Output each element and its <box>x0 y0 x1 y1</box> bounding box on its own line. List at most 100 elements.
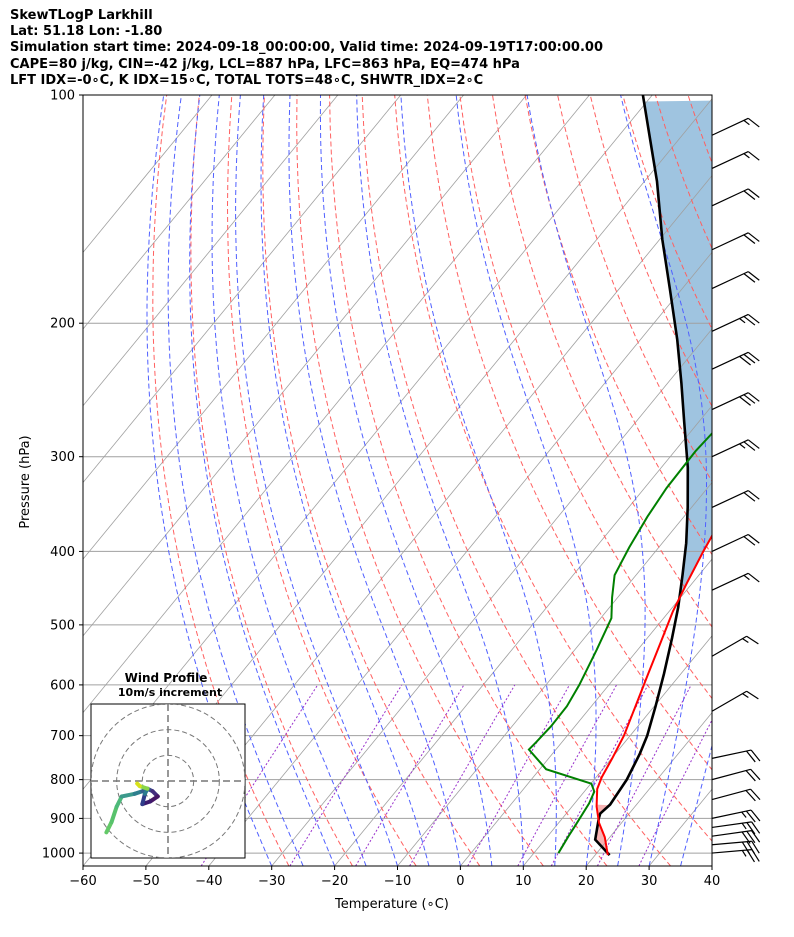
wind-barb-half-flag <box>741 850 747 857</box>
wind-barb <box>711 749 761 763</box>
y-tick-label: 700 <box>50 729 75 744</box>
simulation-time: Simulation start time: 2024-09-18_00:00:… <box>10 40 603 56</box>
dry-adiabat-line <box>361 95 671 866</box>
isotherm-line <box>83 95 464 560</box>
wind-barb-flag <box>747 572 760 583</box>
background-lines <box>83 95 794 866</box>
wind-barb-staff <box>711 151 749 170</box>
moist-adiabat-line <box>711 864 712 866</box>
x-tick-label: 20 <box>578 874 595 889</box>
chart-header: SkewTLogP Larkhill Lat: 51.18 Lon: -1.80… <box>10 8 603 89</box>
wind-barb <box>711 392 760 411</box>
wind-barb-staff <box>711 439 749 458</box>
mixing-ratio-line <box>355 684 465 866</box>
wind-barb-staff <box>711 821 752 829</box>
x-tick-label: −40 <box>195 874 222 889</box>
wind-barb-half-flag <box>739 443 746 449</box>
wind-barb-staff <box>711 768 751 781</box>
wind-barb <box>711 271 760 290</box>
moist-adiabat-line <box>211 95 367 866</box>
y-tick-label: 200 <box>50 317 75 332</box>
wind-barb-flag <box>747 232 760 242</box>
dry-adiabat-line <box>226 95 417 866</box>
wind-barb-staff <box>711 232 749 251</box>
wind-barb-flag <box>751 821 761 834</box>
wind-barb-flag <box>747 188 760 198</box>
wind-barb-flag <box>747 151 760 161</box>
wind-barb-flag <box>751 830 761 843</box>
wind-barb-flag <box>743 190 756 200</box>
hodograph-subtitle: 10m/s increment <box>118 686 222 699</box>
x-tick-label: 30 <box>641 874 658 889</box>
temperature-profile-line <box>595 533 712 856</box>
wind-barb <box>711 313 760 332</box>
wind-barb-flag <box>750 809 761 822</box>
wind-barb-flag <box>747 490 760 500</box>
wind-barb-flag <box>750 768 761 781</box>
wind-barb <box>711 188 760 207</box>
wind-barb-flag <box>739 396 751 406</box>
dry-adiabat-line <box>394 95 712 842</box>
dry-adiabat-line <box>557 95 712 483</box>
x-tick-label: −20 <box>321 874 348 889</box>
wind-barb-flag <box>747 392 760 402</box>
wind-barb-staff <box>711 313 749 332</box>
wind-barb-flag <box>743 536 756 546</box>
parcel-profile-line <box>593 95 690 856</box>
wind-barb-flag <box>750 749 761 762</box>
wind-barb-half-flag <box>741 822 747 830</box>
dry-adiabat-line <box>152 95 290 866</box>
wind-barb-flag <box>743 441 756 451</box>
station-location: Lat: 51.18 Lon: -1.80 <box>10 24 163 40</box>
wind-barb-staff <box>711 117 749 136</box>
y-tick-label: 600 <box>50 678 75 693</box>
wind-barb <box>711 117 760 136</box>
hodograph-segment <box>119 791 137 799</box>
dry-adiabat-line <box>329 95 608 866</box>
dry-adiabat-line <box>426 95 712 771</box>
wind-barb <box>711 572 760 591</box>
dry-adiabat-line <box>296 95 544 866</box>
wind-barb-flag <box>745 810 756 823</box>
isotherm-line <box>585 711 712 866</box>
isotherm-line <box>522 635 712 866</box>
wind-barb <box>711 533 760 552</box>
isotherm-line <box>83 95 213 253</box>
wind-barb <box>711 788 761 802</box>
y-tick-label: 400 <box>50 545 75 560</box>
dry-adiabat-line <box>753 95 794 866</box>
wind-barb-staff <box>711 392 749 411</box>
wind-barb-flag <box>745 750 756 763</box>
isotherm-line <box>83 95 276 330</box>
wind-barb-staff <box>711 271 749 290</box>
x-tick-label: −10 <box>384 874 411 889</box>
dry-adiabat-line <box>492 95 712 628</box>
wind-barb-staff <box>711 188 749 207</box>
wind-barb-flag <box>741 831 751 844</box>
mixing-ratio-line <box>638 718 712 866</box>
isotherm-line <box>83 95 339 407</box>
wind-barb <box>711 690 759 712</box>
moist-adiabat-line <box>288 95 461 866</box>
wind-barb-flag <box>751 840 760 854</box>
wind-barb-flag <box>746 822 756 835</box>
dry-adiabat-line <box>721 95 794 866</box>
wind-barb-staff <box>711 849 752 854</box>
mixing-ratio-line <box>289 684 403 866</box>
wind-barb-flag <box>743 353 756 364</box>
wind-barb-flag <box>743 394 756 404</box>
wind-barb-staff <box>711 749 752 759</box>
wind-barb-half-flag <box>743 574 750 581</box>
dry-adiabat-line <box>262 95 481 866</box>
isotherm-line <box>460 558 712 866</box>
x-tick-label: −60 <box>69 874 96 889</box>
wind-barb <box>711 821 761 835</box>
hodograph-segment <box>135 781 142 789</box>
cape-fill <box>643 100 712 608</box>
wind-barb-flag <box>746 841 755 854</box>
y-tick-label: 900 <box>50 812 75 827</box>
isotherm-line <box>397 481 712 866</box>
dry-adiabat-line <box>190 95 353 866</box>
